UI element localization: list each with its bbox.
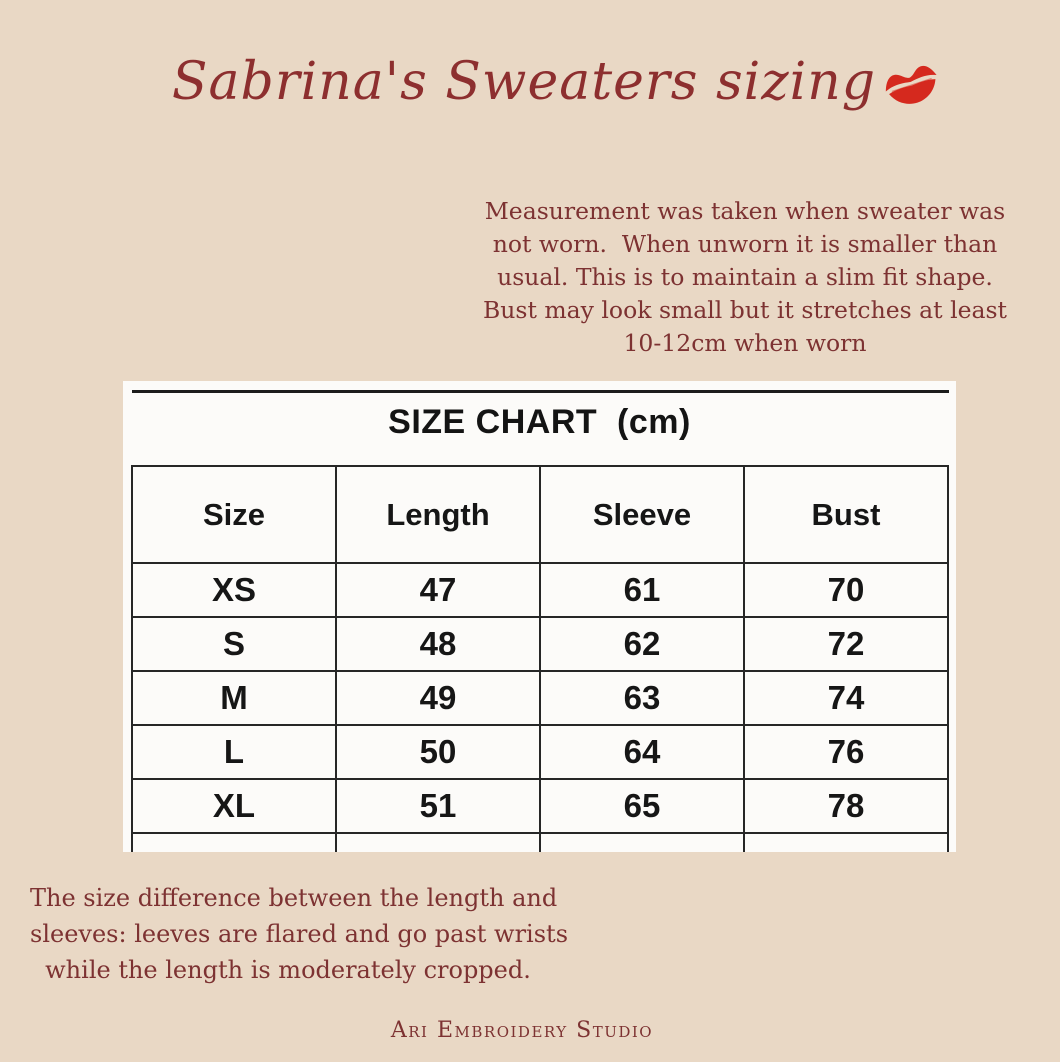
intro-text: Measurement was taken when sweater was n… (480, 195, 1010, 360)
cell-empty (539, 832, 745, 852)
intro-line: usual. This is to maintain a slim fit sh… (497, 263, 993, 291)
column-header-size: Size (131, 465, 337, 564)
cell-empty (335, 832, 541, 852)
cell-size: S (131, 616, 337, 672)
note-line: sleeves: leeves are flared and go past w… (30, 920, 569, 948)
cell-sleeve: 65 (539, 778, 745, 834)
cell-bust: 74 (743, 670, 949, 726)
size-chart-title: SIZE CHART (cm) (388, 403, 691, 441)
table-row: L 50 64 76 (131, 724, 949, 780)
column-header-sleeve: Sleeve (539, 465, 745, 564)
column-header-bust: Bust (743, 465, 949, 564)
table-row-partial (131, 832, 949, 852)
cell-bust: 72 (743, 616, 949, 672)
cell-length: 48 (335, 616, 541, 672)
cell-length: 51 (335, 778, 541, 834)
size-chart: SIZE CHART (cm) Size Length Sleeve Bust … (123, 381, 956, 852)
table-row: M 49 63 74 (131, 670, 949, 726)
cell-length: 49 (335, 670, 541, 726)
table-row: S 48 62 72 (131, 616, 949, 672)
cell-empty (743, 832, 949, 852)
table-header-row: Size Length Sleeve Bust (131, 465, 949, 564)
cell-size: XS (131, 562, 337, 618)
kiss-mark-icon (877, 54, 948, 119)
intro-line: 10-12cm when worn (623, 329, 867, 357)
cell-sleeve: 64 (539, 724, 745, 780)
cell-bust: 78 (743, 778, 949, 834)
page-title: Sabrina's Sweaters sizing (171, 52, 877, 112)
cell-size: L (131, 724, 337, 780)
column-header-length: Length (335, 465, 541, 564)
intro-line: Measurement was taken when sweater was (484, 197, 1006, 225)
cell-sleeve: 61 (539, 562, 745, 618)
note-line: The size difference between the length a… (30, 884, 558, 912)
divider (132, 390, 949, 393)
cell-length: 50 (335, 724, 541, 780)
cell-bust: 76 (743, 724, 949, 780)
note-line: while the length is moderately cropped. (45, 956, 531, 984)
page-header: Sabrina's Sweaters sizing (0, 52, 1060, 120)
cell-sleeve: 62 (539, 616, 745, 672)
cell-bust: 70 (743, 562, 949, 618)
cell-size: XL (131, 778, 337, 834)
table-row: XL 51 65 78 (131, 778, 949, 834)
sizing-note: The size difference between the length a… (30, 880, 569, 988)
table-row: XS 47 61 70 (131, 562, 949, 618)
cell-length: 47 (335, 562, 541, 618)
cell-empty (131, 832, 337, 852)
cell-size: M (131, 670, 337, 726)
cell-sleeve: 63 (539, 670, 745, 726)
intro-line: Bust may look small but it stretches at … (483, 296, 1007, 324)
intro-line: not worn. When unworn it is smaller than (492, 230, 998, 258)
size-chart-table: Size Length Sleeve Bust XS 47 61 70 S 48… (131, 465, 949, 852)
studio-name: Ari Embroidery Studio (390, 1018, 654, 1043)
